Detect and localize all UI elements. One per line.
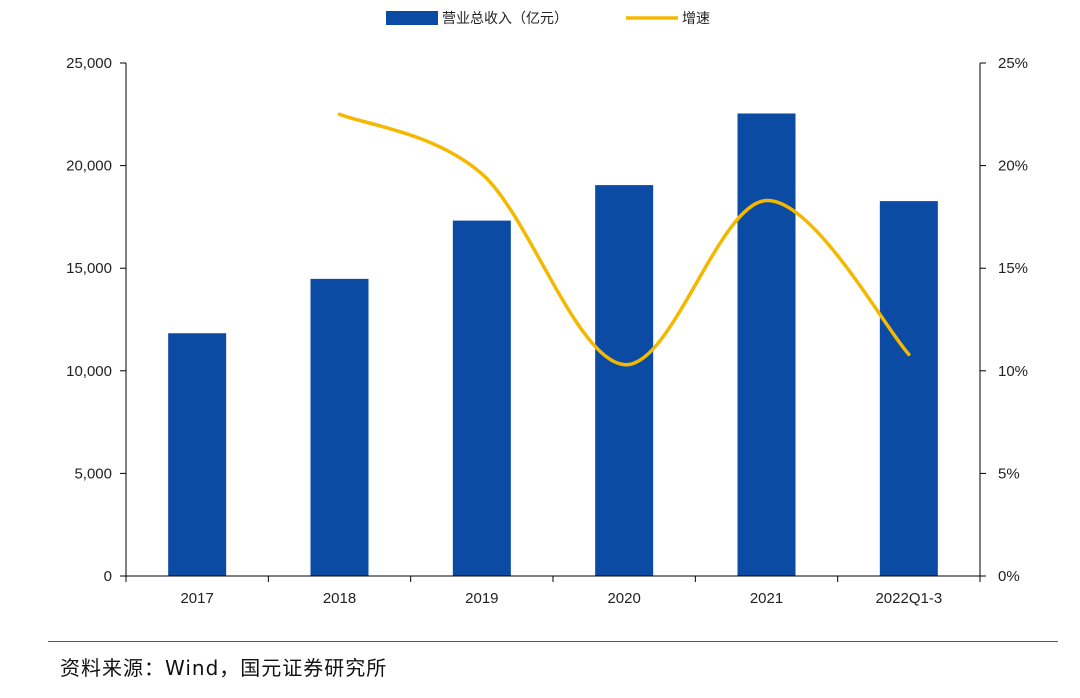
left-tick-label: 20,000 (66, 158, 112, 175)
x-tick-label: 2022Q1-3 (875, 590, 942, 607)
left-tick-label: 0 (104, 568, 112, 585)
left-tick-label: 5,000 (74, 465, 112, 482)
chart: 营业总收入（亿元） 增速 0 5,000 10,000 15,000 20,000 25,0… (66, 10, 1028, 607)
right-tick-label: 0% (998, 568, 1020, 585)
x-tick-label: 2021 (750, 590, 783, 607)
legend-swatch-revenue (386, 11, 438, 25)
left-y-axis: 0 5,000 10,000 15,000 20,000 25,000 (66, 55, 127, 585)
right-y-axis: 0% 5% 10% 15% 20% 25% (979, 55, 1028, 585)
right-tick-label: 5% (998, 465, 1020, 482)
x-tick-label: 2017 (180, 590, 213, 607)
right-tick-label: 20% (998, 158, 1028, 175)
revenue-bar (452, 220, 511, 576)
left-tick-label: 25,000 (66, 55, 112, 72)
x-axis: 2017 2018 2019 2020 2021 2022Q1-3 (125, 575, 981, 607)
revenue-bar (168, 333, 227, 576)
left-tick-label: 10,000 (66, 363, 112, 380)
revenue-bar (737, 113, 796, 577)
x-tick-label: 2018 (323, 590, 356, 607)
source-divider (48, 641, 1058, 642)
right-tick-label: 15% (998, 260, 1028, 277)
legend: 营业总收入（亿元） 增速 (386, 10, 710, 26)
revenue-bar (310, 278, 369, 576)
legend-label-revenue: 营业总收入（亿元） (442, 10, 568, 26)
growth-line-series (337, 112, 911, 367)
revenue-bar (595, 185, 654, 576)
x-tick-label: 2020 (607, 590, 640, 607)
revenue-bar (879, 201, 938, 576)
growth-line (337, 112, 911, 367)
right-tick-label: 25% (998, 55, 1028, 72)
chart-svg: 营业总收入（亿元） 增速 0 5,000 10,000 15,000 20,000 25,0… (66, 10, 1028, 607)
x-tick-label: 2019 (465, 590, 498, 607)
source-note: 资料来源：Wind，国元证券研究所 (60, 656, 388, 680)
right-tick-label: 10% (998, 363, 1028, 380)
legend-label-growth: 增速 (682, 10, 710, 26)
bar-series (168, 113, 938, 577)
left-tick-label: 15,000 (66, 260, 112, 277)
